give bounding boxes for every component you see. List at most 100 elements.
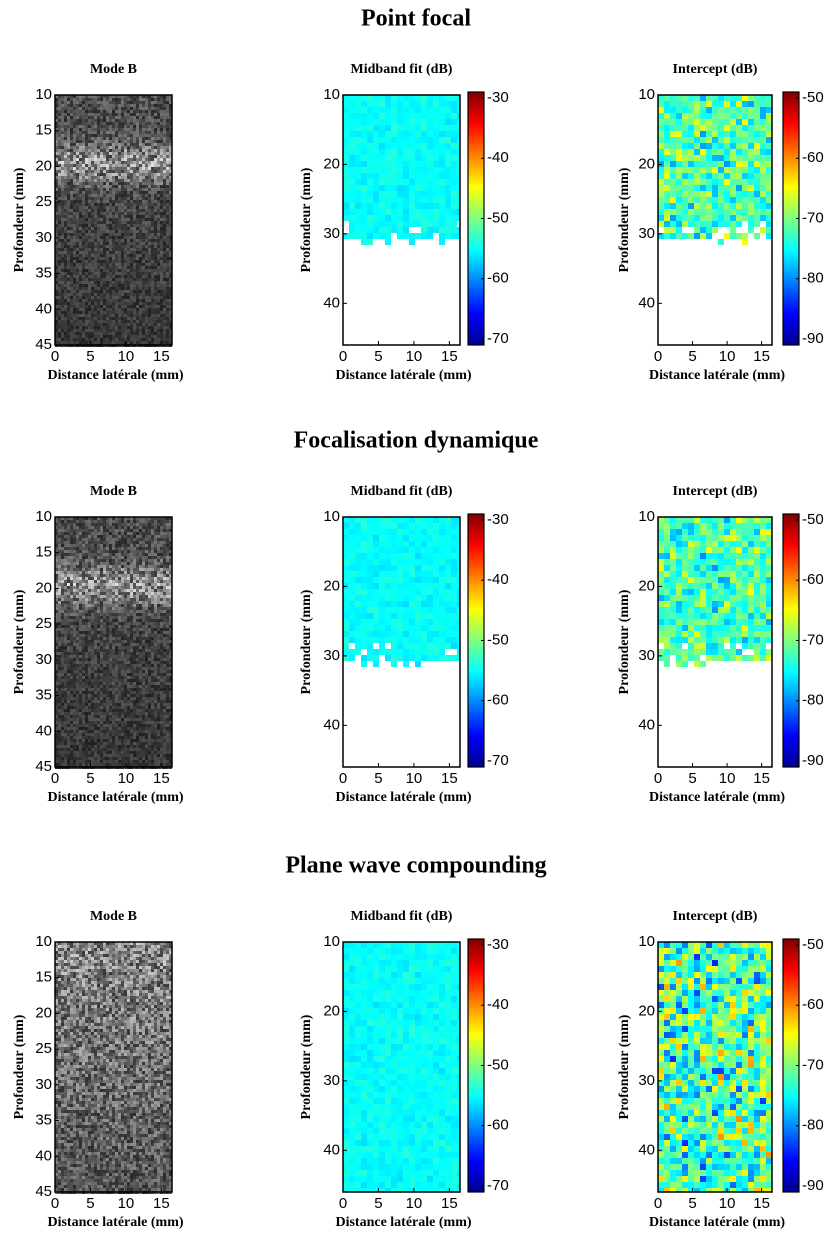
speckle	[76, 233, 79, 236]
speckle	[85, 311, 88, 314]
speckle	[106, 143, 109, 146]
speckle	[61, 338, 64, 341]
speckle	[145, 221, 148, 224]
cell	[682, 131, 688, 137]
speckle	[136, 260, 139, 263]
speckle	[127, 113, 130, 116]
speckle	[160, 125, 163, 128]
speckle	[136, 140, 139, 143]
speckle	[154, 257, 157, 260]
speckle	[91, 158, 94, 161]
speckle	[151, 284, 154, 287]
cell	[421, 161, 427, 167]
cell	[676, 113, 682, 119]
speckle	[91, 95, 94, 98]
speckle	[91, 107, 94, 110]
speckle	[73, 224, 76, 227]
speckle	[106, 550, 109, 553]
speckle	[142, 206, 145, 209]
speckle	[169, 245, 172, 248]
cell	[700, 95, 706, 101]
speckle	[169, 532, 172, 535]
cell	[676, 149, 682, 155]
speckle	[133, 317, 136, 320]
cell	[415, 221, 421, 227]
speckle	[82, 314, 85, 317]
cell	[682, 167, 688, 173]
speckle	[130, 320, 133, 323]
speckle	[103, 215, 106, 218]
speckle	[67, 137, 70, 140]
speckle	[142, 149, 145, 152]
speckle	[163, 341, 166, 344]
cell	[355, 137, 361, 143]
speckle	[94, 245, 97, 248]
speckle	[100, 311, 103, 314]
speckle	[55, 568, 58, 571]
speckle	[103, 535, 106, 538]
speckle	[94, 215, 97, 218]
speckle	[136, 541, 139, 544]
speckle	[130, 323, 133, 326]
speckle	[151, 290, 154, 293]
cell	[355, 185, 361, 191]
speckle	[109, 269, 112, 272]
speckle	[61, 128, 64, 131]
speckle	[154, 215, 157, 218]
speckle	[166, 263, 169, 266]
speckle	[121, 248, 124, 251]
speckle	[130, 260, 133, 263]
speckle	[148, 281, 151, 284]
speckle	[103, 293, 106, 296]
speckle	[88, 320, 91, 323]
cell	[658, 155, 664, 161]
speckle	[154, 263, 157, 266]
cell	[760, 149, 766, 155]
speckle	[154, 532, 157, 535]
speckle	[55, 140, 58, 143]
speckle	[88, 547, 91, 550]
speckle	[157, 562, 160, 565]
speckle	[127, 538, 130, 541]
speckle	[91, 284, 94, 287]
speckle	[154, 170, 157, 173]
speckle	[139, 541, 142, 544]
speckle	[115, 107, 118, 110]
speckle	[64, 101, 67, 104]
speckle	[67, 329, 70, 332]
speckle	[169, 110, 172, 113]
speckle	[115, 191, 118, 194]
speckle	[166, 520, 169, 523]
cell	[361, 119, 367, 125]
speckle	[118, 281, 121, 284]
speckle	[82, 278, 85, 281]
speckle	[145, 263, 148, 266]
speckle	[91, 535, 94, 538]
speckle	[103, 523, 106, 526]
cell	[385, 203, 391, 209]
speckle	[82, 272, 85, 275]
speckle	[169, 101, 172, 104]
speckle	[64, 191, 67, 194]
speckle	[106, 206, 109, 209]
speckle	[88, 134, 91, 137]
speckle	[130, 254, 133, 257]
speckle	[127, 242, 130, 245]
speckle	[76, 122, 79, 125]
speckle	[121, 161, 124, 164]
speckle	[136, 308, 139, 311]
speckle	[136, 110, 139, 113]
speckle	[142, 134, 145, 137]
cell	[391, 125, 397, 131]
speckle	[88, 101, 91, 104]
speckle	[139, 119, 142, 122]
x-tick-label: 10	[406, 348, 423, 365]
speckle	[94, 320, 97, 323]
speckle	[64, 275, 67, 278]
y-tick-label: 40	[35, 300, 52, 317]
speckle	[166, 278, 169, 281]
cell	[724, 209, 730, 215]
speckle	[163, 107, 166, 110]
speckle	[139, 269, 142, 272]
speckle	[109, 212, 112, 215]
